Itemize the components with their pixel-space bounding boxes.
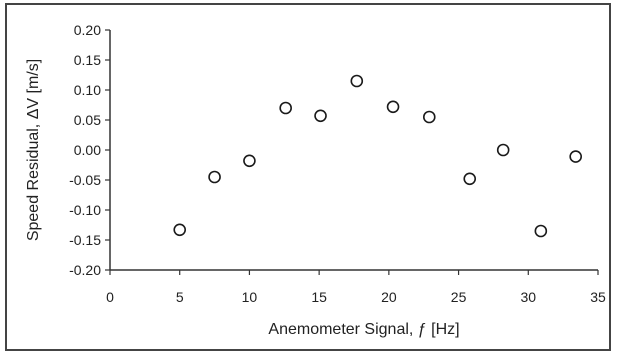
y-axis-title: Speed Residual, ΔV [m/s] (25, 59, 42, 241)
x-tick-label: 35 (590, 289, 606, 305)
axes: -0.20 -0.15 -0.10 -0.05 0.00 0.05 0.10 0.15 0.20… (69, 22, 606, 305)
data-point (422, 110, 436, 124)
data-point (279, 101, 292, 115)
y-tick-label: 0.00 (74, 142, 101, 158)
x-ticks: 0 5 10 15 20 25 30 35 (106, 270, 606, 305)
data-point (569, 150, 582, 163)
data-point (314, 109, 327, 123)
x-tick-label: 10 (242, 289, 258, 305)
data-point (386, 100, 400, 114)
data-points (173, 74, 582, 238)
x-tick-label: 0 (106, 289, 114, 305)
data-point (173, 223, 187, 237)
chart-frame (5, 3, 611, 351)
x-axis-title: Anemometer Signal, ƒ [Hz] (268, 321, 459, 338)
x-tick-label: 30 (520, 289, 536, 305)
y-tick-label: 0.05 (74, 112, 101, 128)
data-point (208, 170, 221, 184)
x-tick-label: 25 (451, 289, 467, 305)
y-tick-label: 0.20 (74, 22, 101, 38)
data-point (534, 224, 548, 238)
y-ticks: -0.20 -0.15 -0.10 -0.05 0.00 0.05 0.10 0.15 0.20 (69, 22, 110, 278)
x-tick-label: 20 (381, 289, 397, 305)
y-tick-label: 0.15 (74, 52, 101, 68)
data-point (243, 154, 256, 168)
data-point (350, 74, 364, 88)
y-tick-label: -0.10 (69, 202, 101, 218)
y-tick-label: -0.05 (69, 172, 101, 188)
x-tick-label: 15 (311, 289, 327, 305)
y-tick-label: 0.10 (74, 82, 101, 98)
y-tick-label: -0.15 (69, 232, 101, 248)
x-tick-label: 5 (176, 289, 184, 305)
data-point (496, 143, 510, 157)
y-tick-label: -0.20 (69, 262, 101, 278)
data-point (463, 172, 477, 186)
